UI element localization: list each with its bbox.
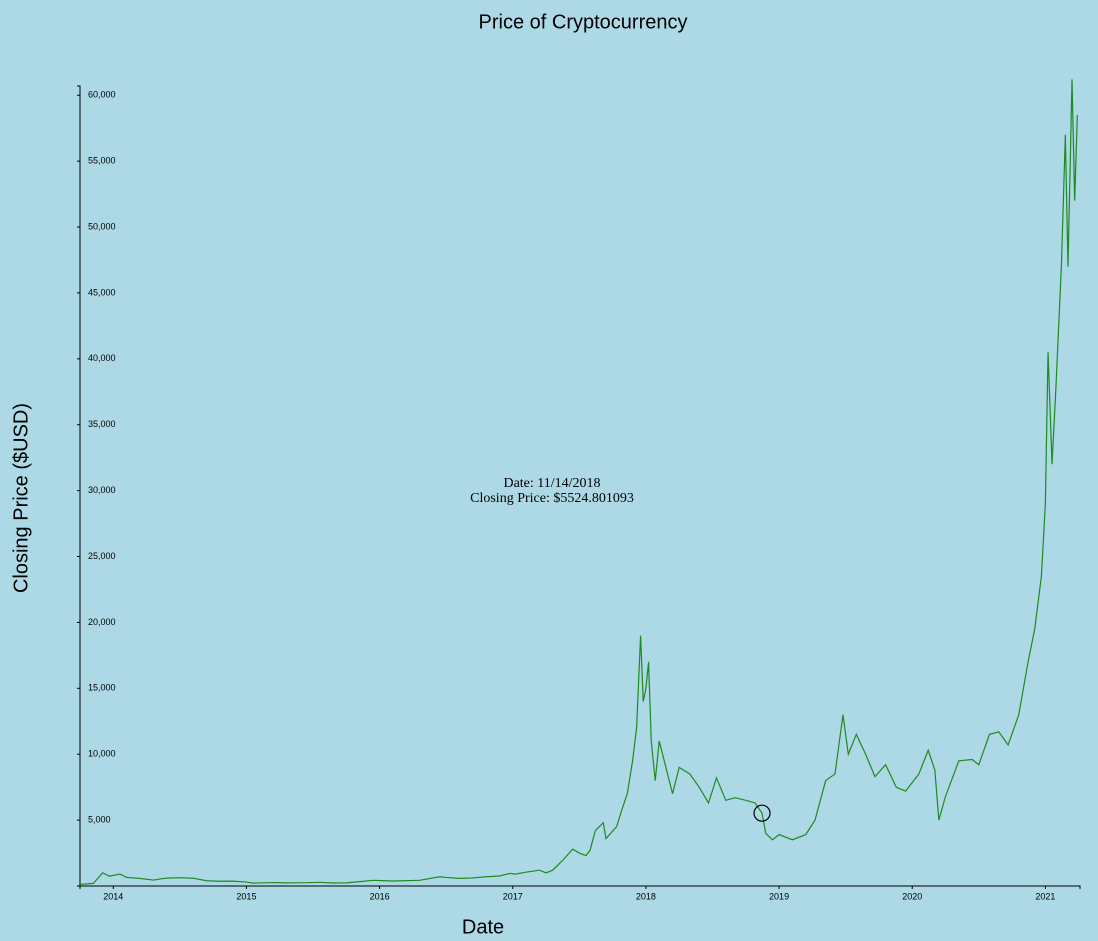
chart-title: Price of Cryptocurrency <box>479 11 688 33</box>
y-tick-label: 40,000 <box>88 353 116 363</box>
y-tick-label: 5,000 <box>88 814 111 824</box>
x-axis-label: Date <box>462 916 504 938</box>
y-axis-label: Closing Price ($USD) <box>10 403 32 593</box>
tooltip-text: Date: 11/14/2018 <box>503 476 600 491</box>
y-axis <box>77 85 81 887</box>
x-tick-label: 2019 <box>769 891 789 901</box>
y-tick-label: 45,000 <box>88 287 116 297</box>
price-line <box>79 79 1078 886</box>
x-tick-label: 2015 <box>236 891 256 901</box>
x-tick-label: 2014 <box>103 891 123 901</box>
y-tick-label: 50,000 <box>88 221 116 231</box>
x-tick-label: 2017 <box>503 891 523 901</box>
y-tick-label: 60,000 <box>88 90 116 100</box>
x-axis <box>79 885 1081 889</box>
y-tick-label: 25,000 <box>88 551 116 561</box>
tooltip-text: Closing Price: $5524.801093 <box>470 491 634 506</box>
x-tick-label: 2021 <box>1035 891 1055 901</box>
y-tick-label: 15,000 <box>88 683 116 693</box>
y-tick-label: 20,000 <box>88 617 116 627</box>
y-tick-label: 35,000 <box>88 419 116 429</box>
x-tick-label: 2016 <box>370 891 390 901</box>
y-tick-label: 10,000 <box>88 749 116 759</box>
hover-marker <box>753 804 771 822</box>
x-tick-label: 2018 <box>636 891 656 901</box>
y-tick-label: 30,000 <box>88 485 116 495</box>
x-tick-label: 2020 <box>902 891 922 901</box>
y-tick-label: 55,000 <box>88 155 116 165</box>
